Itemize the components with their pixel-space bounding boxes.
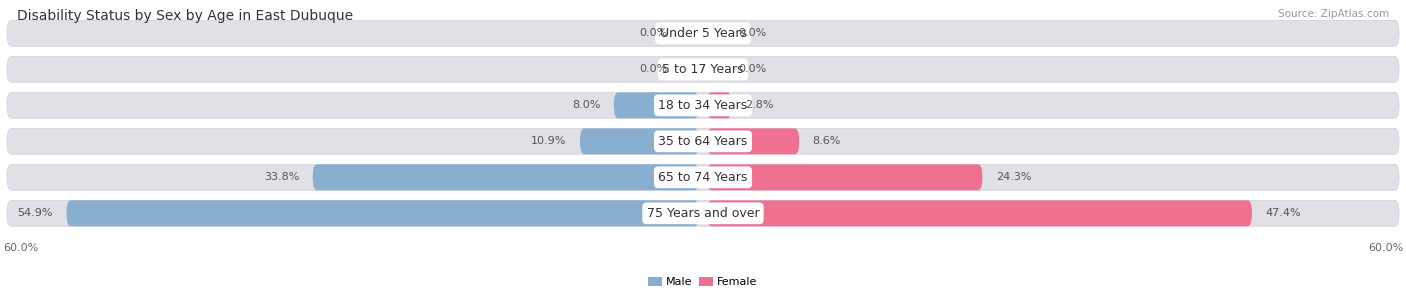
Text: 24.3%: 24.3% [995,172,1032,182]
FancyBboxPatch shape [707,200,1251,226]
Text: 60.0%: 60.0% [1368,243,1403,253]
Text: 65 to 74 Years: 65 to 74 Years [658,171,748,184]
Text: 10.9%: 10.9% [531,136,567,146]
Text: 0.0%: 0.0% [640,28,668,38]
Text: 54.9%: 54.9% [17,208,53,218]
Text: 0.0%: 0.0% [738,28,766,38]
Text: 47.4%: 47.4% [1265,208,1301,218]
Text: 2.8%: 2.8% [745,100,773,110]
Text: 18 to 34 Years: 18 to 34 Years [658,99,748,112]
FancyBboxPatch shape [7,56,1399,82]
Text: 0.0%: 0.0% [640,64,668,74]
Text: 75 Years and over: 75 Years and over [647,207,759,220]
Text: 35 to 64 Years: 35 to 64 Years [658,135,748,148]
FancyBboxPatch shape [312,164,699,190]
FancyBboxPatch shape [614,92,699,118]
FancyBboxPatch shape [7,164,1399,190]
FancyBboxPatch shape [707,164,983,190]
Text: Source: ZipAtlas.com: Source: ZipAtlas.com [1278,9,1389,19]
Text: Disability Status by Sex by Age in East Dubuque: Disability Status by Sex by Age in East … [17,9,353,23]
Text: 5 to 17 Years: 5 to 17 Years [662,63,744,76]
FancyBboxPatch shape [7,20,1399,46]
FancyBboxPatch shape [7,200,1399,226]
FancyBboxPatch shape [707,128,799,154]
Text: 0.0%: 0.0% [738,64,766,74]
Text: 33.8%: 33.8% [264,172,299,182]
Text: 8.6%: 8.6% [813,136,841,146]
FancyBboxPatch shape [581,128,699,154]
FancyBboxPatch shape [66,200,699,226]
FancyBboxPatch shape [7,128,1399,154]
Text: 8.0%: 8.0% [572,100,600,110]
Text: Under 5 Years: Under 5 Years [659,27,747,40]
Legend: Male, Female: Male, Female [644,272,762,291]
FancyBboxPatch shape [707,92,731,118]
Text: 60.0%: 60.0% [3,243,38,253]
FancyBboxPatch shape [7,92,1399,118]
